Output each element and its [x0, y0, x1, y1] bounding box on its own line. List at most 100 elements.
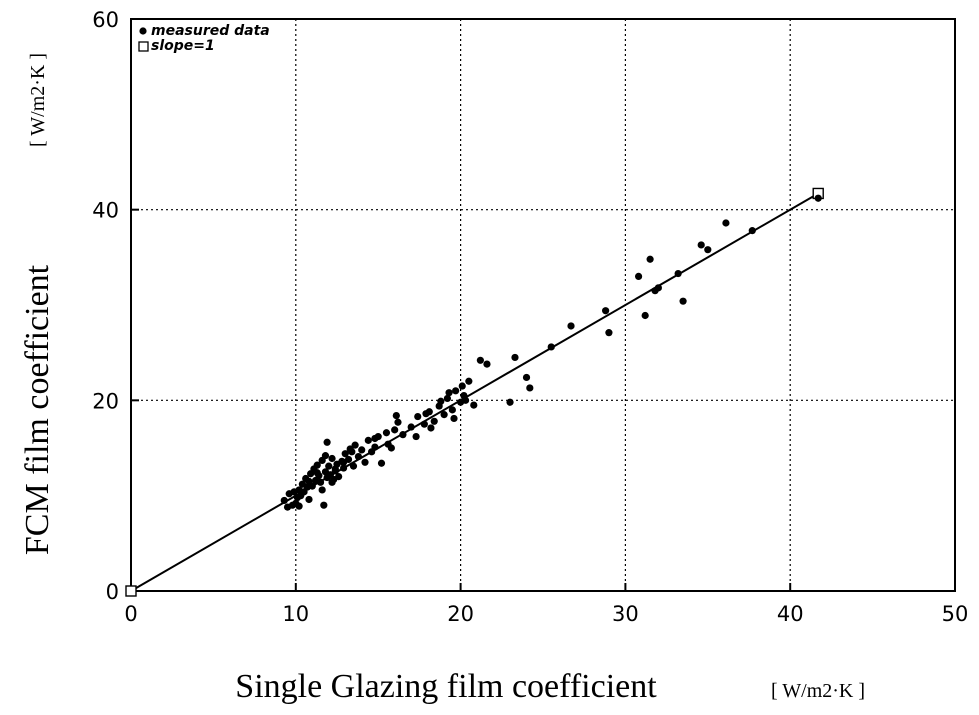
measured-data-point: [407, 423, 415, 431]
y-axis-unit: [ W/m2·K ]: [27, 53, 49, 147]
measured-data-point: [361, 458, 369, 466]
measured-data-point: [384, 440, 392, 448]
measured-data-point: [420, 420, 428, 428]
legend-marker-measured: [139, 27, 147, 35]
measured-data-point: [450, 414, 458, 423]
measured-data-point: [371, 434, 379, 443]
measured-data-point: [443, 394, 452, 403]
x-tick-label: 20: [447, 602, 474, 626]
legend-label-measured: measured data: [151, 23, 270, 39]
measured-data-point: [641, 311, 649, 320]
slope-one-line: [130, 192, 819, 592]
measured-data-point: [295, 502, 303, 510]
measured-data-point: [349, 462, 358, 470]
measured-data-point: [313, 461, 321, 469]
y-tick-label: 40: [92, 199, 119, 223]
measured-data-point: [394, 418, 402, 426]
measured-data-point: [335, 473, 343, 481]
measured-data-point: [602, 307, 610, 315]
measured-data-point: [331, 465, 339, 473]
x-tick-label: 30: [612, 602, 639, 626]
measured-data-point: [452, 387, 460, 395]
measured-data-point: [526, 384, 534, 392]
legend: measured data slope=1: [138, 23, 270, 54]
y-tick-label: 0: [106, 580, 119, 604]
measured-data-point: [461, 396, 470, 404]
measured-data-point: [704, 246, 712, 254]
measured-data-point: [339, 464, 348, 472]
measured-data-point: [323, 438, 331, 446]
measured-data-point: [547, 343, 555, 351]
x-tick-label: 0: [124, 602, 137, 626]
measured-data-point: [377, 459, 386, 467]
measured-data-point: [511, 353, 519, 362]
measured-data-point: [339, 458, 348, 466]
legend-label-slope: slope=1: [151, 38, 215, 54]
measured-data-point: [674, 269, 682, 278]
measured-data-point: [316, 478, 325, 486]
measured-data-point: [654, 284, 662, 292]
measured-data-point: [313, 469, 321, 477]
measured-data-point: [476, 356, 484, 364]
x-tick-label: 50: [942, 602, 969, 626]
measured-data-point: [392, 411, 400, 420]
measured-data-point: [320, 501, 328, 509]
measured-data-point: [351, 441, 359, 449]
measured-data-point: [371, 443, 379, 451]
measured-data-point: [605, 329, 613, 337]
measured-data-point: [427, 424, 435, 432]
measured-data-point: [391, 426, 399, 434]
measured-data-point: [470, 401, 478, 409]
measured-data-point: [364, 436, 372, 444]
plot-frame: [130, 18, 956, 592]
measured-data-point: [445, 389, 453, 397]
measured-data-point: [458, 382, 466, 390]
legend-marker-slope: [138, 41, 149, 52]
measured-data-point: [305, 495, 313, 504]
measured-data-point: [465, 377, 473, 385]
measured-data-point: [679, 297, 687, 305]
slope-line: [125, 187, 824, 597]
x-tick-label: 40: [777, 602, 804, 626]
measured-data-point: [634, 272, 643, 280]
y-axis-ticks: 0 20 40 60: [92, 8, 139, 604]
x-tick-label: 10: [282, 602, 309, 626]
measured-data-point: [430, 417, 438, 425]
measured-data-point: [814, 194, 822, 202]
measured-data-point: [348, 448, 356, 456]
measured-data-point: [399, 431, 407, 439]
measured-data-point: [328, 478, 336, 486]
measured-data-point: [448, 406, 456, 414]
measured-data-point: [440, 411, 448, 419]
y-tick-label: 60: [92, 8, 119, 32]
slope-marker: [125, 585, 137, 597]
measured-data-point: [506, 398, 514, 406]
measured-data-point: [412, 432, 420, 441]
measured-data-point: [321, 452, 330, 460]
measured-data-point: [722, 219, 730, 227]
x-axis-ticks: 0 10 20 30 40 50: [124, 583, 968, 626]
y-tick-label: 20: [92, 389, 119, 413]
measured-data-point: [328, 454, 336, 463]
measured-data-point: [422, 410, 430, 418]
measured-data-point: [697, 241, 705, 249]
measured-data-point: [341, 450, 349, 458]
x-axis-unit: [ W/m2·K ]: [771, 680, 865, 702]
measured-data-point: [354, 452, 363, 461]
x-axis-title: Single Glazing film coefficient: [235, 668, 657, 705]
measured-data-point: [382, 429, 391, 437]
measured-data-point: [325, 462, 333, 470]
measured-data-point: [483, 360, 491, 368]
measured-data-point: [280, 496, 288, 505]
measured-data-point: [437, 397, 445, 405]
measured-data-point: [318, 486, 326, 494]
measured-data-point: [522, 373, 531, 382]
measured-data-point: [414, 412, 422, 421]
measured-data-point: [358, 446, 366, 454]
measured-data-point: [748, 227, 756, 235]
measured-data-point: [646, 255, 654, 263]
measured-data-point: [567, 322, 575, 330]
y-axis-title: FCM film coefficient: [19, 264, 56, 555]
